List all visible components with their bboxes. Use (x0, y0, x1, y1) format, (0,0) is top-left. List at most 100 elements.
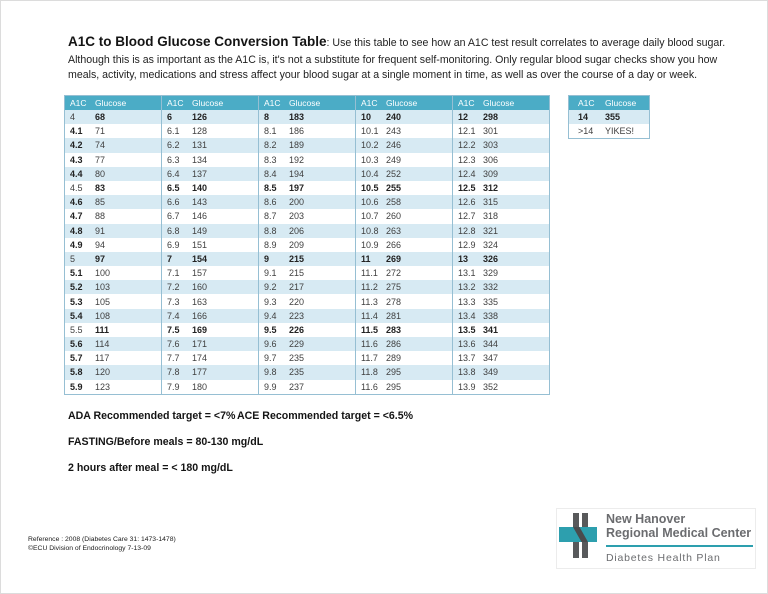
table-row: 8.4 194 (259, 166, 355, 181)
table-cell: 9.3 (264, 296, 277, 307)
table-cell: 11.5 (361, 324, 379, 335)
table-cell: 263 (386, 225, 402, 236)
table-row: 4.9 94 (65, 238, 161, 252)
table-row: 4.5 83 (65, 181, 161, 195)
table-row: 13.3 335 (453, 294, 549, 308)
conversion-table: A1C Glucose 4 68 4.1 71 4.2 74 4.3 77 4.4 80 4.5 83 4.… (64, 95, 550, 395)
table-cell: 13.4 (458, 310, 476, 321)
table-cell: 260 (386, 211, 402, 222)
table-cell: 11.6 (361, 339, 378, 350)
table-cell: 5.3 (70, 296, 83, 307)
table-row: 4.3 77 (65, 153, 161, 167)
table-cell: 275 (386, 282, 402, 293)
table-cell: 9.9 (264, 381, 277, 392)
table-cell: 4.6 (70, 197, 83, 208)
table-cell: 8 (264, 112, 270, 123)
table-cell: 9.2 (264, 282, 277, 293)
table-cell: 7.9 (167, 381, 180, 392)
table-cell: 235 (289, 367, 305, 378)
table-cell: 160 (192, 282, 208, 293)
table-row: 7 154 (162, 251, 258, 267)
table-cell: 278 (386, 296, 402, 307)
table-cell: 9.7 (264, 353, 277, 364)
table-cell: 120 (95, 367, 111, 378)
table-cell: 335 (483, 296, 499, 307)
table-cell: 83 (95, 183, 106, 194)
table-column-pair: A1C Glucose 10 240 10.1 243 10.2 246 10.3 249 10.4… (356, 95, 453, 395)
table-row: 8.1 186 (259, 124, 355, 138)
table-cell: 226 (289, 324, 305, 335)
table-cell: >14 (578, 126, 594, 137)
table-cell: 344 (483, 339, 499, 350)
table-cell: 229 (289, 339, 305, 350)
table-cell: 91 (95, 225, 106, 236)
table-cell: 140 (192, 183, 208, 194)
table-row: 6.5 140 (162, 181, 258, 195)
table-cell: A1C (361, 98, 378, 108)
table-cell: 7.2 (167, 282, 180, 293)
table-cell: 281 (386, 310, 402, 321)
table-cell: 349 (483, 367, 499, 378)
table-row: 13.5 341 (453, 323, 549, 337)
table-cell: 108 (95, 310, 111, 321)
table-cell: 9.6 (264, 339, 277, 350)
table-row: 11.4 281 (356, 308, 452, 323)
table-row: 10.8 263 (356, 223, 452, 238)
table-cell: 243 (386, 126, 402, 137)
table-cell: 5.9 (70, 381, 83, 392)
table-cell: 240 (386, 112, 402, 123)
table-cell: 169 (192, 324, 208, 335)
table-cell: 266 (386, 239, 402, 250)
table-cell: 10.8 (361, 225, 379, 236)
table-cell: 6.6 (167, 197, 180, 208)
table-row: 10.5 255 (356, 181, 452, 195)
table-cell: 286 (386, 339, 402, 350)
table-row: 7.1 157 (162, 266, 258, 280)
table-column-pair: A1C Glucose 4 68 4.1 71 4.2 74 4.3 77 4.4 80 4.5 83 4.… (65, 95, 162, 395)
table-row: 5.7 117 (65, 351, 161, 365)
table-cell: 6.5 (167, 183, 180, 194)
table-cell: 12.4 (458, 168, 476, 179)
table-row: 5.5 111 (65, 323, 161, 337)
table-cell: 12.2 (458, 140, 476, 151)
table-cell: 146 (192, 211, 208, 222)
table-cell: 8.1 (264, 126, 277, 137)
table-cell: 289 (386, 353, 402, 364)
table-cell: 321 (483, 225, 499, 236)
table-row: >14 YIKES! (569, 124, 649, 138)
table-cell: 14 (578, 112, 589, 123)
table-cell: 13.7 (458, 353, 476, 364)
table-header-row: A1C Glucose (259, 96, 355, 110)
table-row: 11 269 (356, 251, 452, 267)
table-cell: 8.5 (264, 183, 277, 194)
table-row: 7.2 160 (162, 280, 258, 295)
table-cell: 13 (458, 253, 469, 264)
table-row: 5.4 108 (65, 308, 161, 323)
table-cell: 7.5 (167, 324, 180, 335)
table-cell: 12 (458, 112, 469, 123)
table-cell: 269 (386, 253, 402, 264)
table-cell: 11.2 (361, 282, 378, 293)
logo-text: New Hanover Regional Medical Center Diab… (606, 512, 753, 564)
table-cell: 10.9 (361, 239, 379, 250)
table-row: 4.6 85 (65, 195, 161, 210)
table-cell: Glucose (289, 98, 321, 108)
table-cell: 94 (95, 239, 106, 250)
table-cell: 114 (95, 339, 110, 350)
table-cell: 352 (483, 381, 499, 392)
table-row: 12.9 324 (453, 238, 549, 252)
table-cell: 272 (386, 268, 402, 279)
table-cell: A1C (458, 98, 475, 108)
table-cell: 13.2 (458, 282, 476, 293)
table-cell: 4.4 (70, 168, 83, 179)
table-row: 7.9 180 (162, 380, 258, 394)
reference-block: Reference : 2008 (Diabetes Care 31: 1473… (28, 535, 176, 553)
table-cell: 8.7 (264, 211, 277, 222)
table-cell: 12.9 (458, 239, 476, 250)
table-cell: A1C (70, 98, 87, 108)
table-cell: 5.2 (70, 282, 83, 293)
table-cell: 88 (95, 211, 106, 222)
table-cell: 223 (289, 310, 305, 321)
table-cell: Glucose (483, 98, 515, 108)
